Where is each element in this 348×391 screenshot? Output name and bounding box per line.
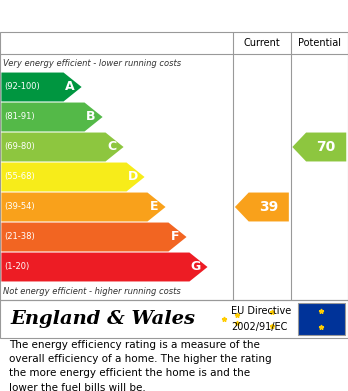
Text: Energy Efficiency Rating: Energy Efficiency Rating <box>9 9 219 23</box>
Text: 2002/91/EC: 2002/91/EC <box>231 322 288 332</box>
Text: (55-68): (55-68) <box>4 172 35 181</box>
Text: 39: 39 <box>259 200 278 214</box>
Text: 70: 70 <box>317 140 336 154</box>
Text: E: E <box>150 201 158 213</box>
Text: A: A <box>65 81 75 93</box>
Text: F: F <box>171 231 179 244</box>
Text: B: B <box>86 111 96 124</box>
Bar <box>298 303 345 335</box>
Polygon shape <box>1 73 81 101</box>
Text: C: C <box>107 140 117 154</box>
Polygon shape <box>235 192 289 221</box>
Polygon shape <box>1 192 166 221</box>
Polygon shape <box>1 102 103 131</box>
Text: Current: Current <box>244 38 280 48</box>
Text: Not energy efficient - higher running costs: Not energy efficient - higher running co… <box>3 287 181 296</box>
Text: (1-20): (1-20) <box>4 262 30 271</box>
Text: (81-91): (81-91) <box>4 113 35 122</box>
Polygon shape <box>1 222 187 251</box>
Text: G: G <box>191 260 201 273</box>
Text: England & Wales: England & Wales <box>10 310 196 328</box>
Polygon shape <box>1 163 144 192</box>
Polygon shape <box>1 253 207 282</box>
Text: (92-100): (92-100) <box>4 83 40 91</box>
Text: (21-38): (21-38) <box>4 233 35 242</box>
Text: EU Directive: EU Directive <box>231 306 292 316</box>
Text: The energy efficiency rating is a measure of the
overall efficiency of a home. T: The energy efficiency rating is a measur… <box>9 340 271 391</box>
Text: (39-54): (39-54) <box>4 203 35 212</box>
Text: Very energy efficient - lower running costs: Very energy efficient - lower running co… <box>3 59 182 68</box>
Polygon shape <box>1 133 124 161</box>
Polygon shape <box>292 133 346 161</box>
Text: D: D <box>128 170 138 183</box>
Text: (69-80): (69-80) <box>4 142 35 151</box>
Text: Potential: Potential <box>298 38 341 48</box>
